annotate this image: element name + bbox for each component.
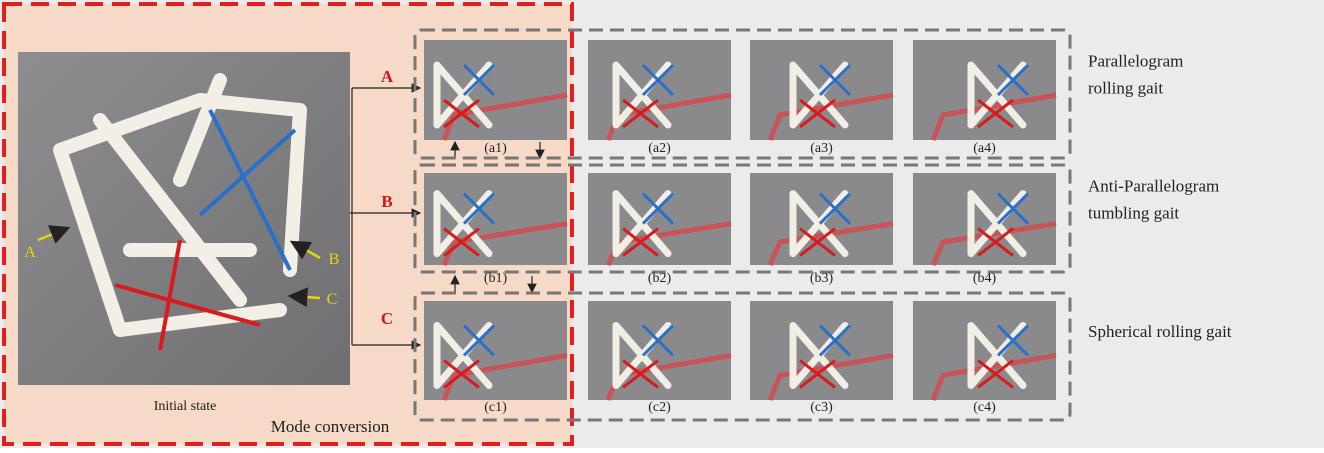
gait-photo [588, 173, 731, 265]
gait-photo [588, 40, 731, 140]
panel-label: (a3) [810, 141, 833, 156]
panel-label: (b2) [648, 271, 672, 286]
mode-letter: B [381, 192, 392, 211]
photo-annotation: C [327, 291, 338, 308]
mode-conversion-label: Mode conversion [271, 417, 390, 436]
photo-annotation: B [329, 251, 340, 268]
gait-label: Parallelogram [1088, 52, 1183, 71]
mode-letter: A [381, 67, 394, 86]
panel-label: (b3) [810, 271, 834, 286]
panel-label: (c3) [810, 400, 833, 415]
gait-photo [913, 40, 1056, 140]
panel-label: (b1) [484, 271, 508, 286]
initial-photo [18, 52, 350, 385]
gait-label: rolling gait [1088, 79, 1163, 98]
mode-letter: C [381, 309, 393, 328]
panel-label: (b4) [973, 271, 997, 286]
figure: A B C Initial state Mode conversion A (a1… [0, 0, 1324, 448]
panel-label: (a4) [973, 141, 996, 156]
gait-photo [588, 301, 731, 400]
panel-label: (a1) [484, 141, 507, 156]
photo-annotation: A [24, 244, 36, 261]
panel-label: (c1) [484, 400, 507, 415]
panel-label: (c4) [973, 400, 996, 415]
gait-label: tumbling gait [1088, 204, 1179, 223]
panel-label: (a2) [648, 141, 671, 156]
initial-state-caption: Initial state [154, 399, 217, 414]
gait-photo [913, 301, 1056, 400]
panel-label: (c2) [648, 400, 671, 415]
gait-label: Anti-Parallelogram [1088, 177, 1219, 196]
gait-label: Spherical rolling gait [1088, 322, 1232, 341]
gait-photo [424, 173, 567, 265]
